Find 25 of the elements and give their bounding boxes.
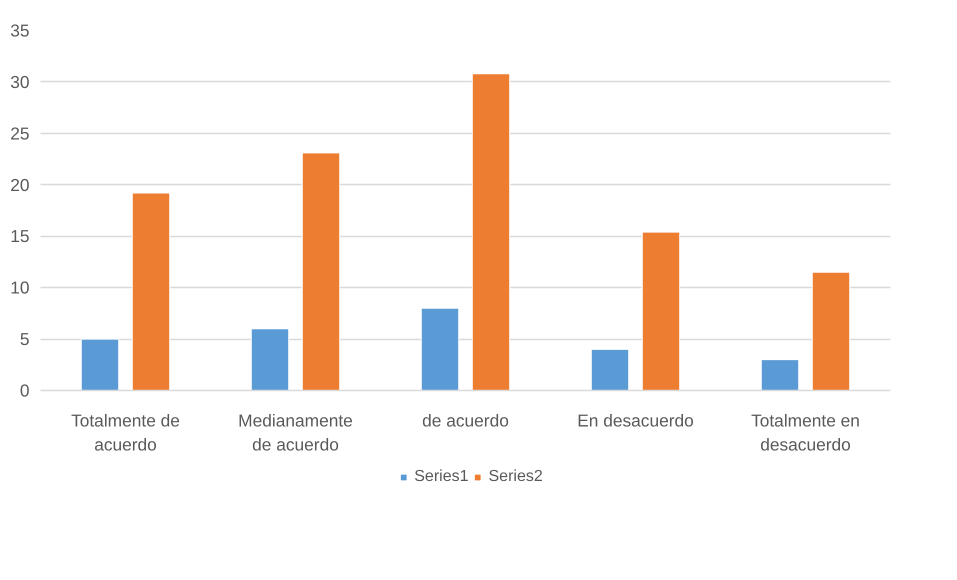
bar [642,232,680,390]
legend-label: Series1 [414,468,468,486]
bar [250,328,290,390]
x-tick-label: Totalmente en desacuerdo [751,410,860,454]
x-tick-label: de acuerdo [422,410,509,430]
bar [302,152,340,390]
bar [132,192,170,390]
bar [812,272,850,390]
y-tick-label: 0 [20,380,30,400]
bar [590,348,630,390]
x-tick-label: Medianamente de acuerdo [238,410,353,454]
bar [760,359,800,390]
y-tick-label: 20 [10,174,30,195]
y-tick-label: 25 [10,123,30,144]
legend-label: Series2 [488,468,543,486]
bar [472,73,510,390]
y-tick-label: 15 [10,226,30,246]
y-tick-label: 30 [10,72,30,92]
x-tick-label: Totalmente de acuerdo [71,410,180,454]
bar [80,338,120,390]
x-tick-label: En desacuerdo [577,410,694,430]
y-tick-label: 5 [20,329,30,350]
y-tick-label: 35 [10,20,30,40]
bar [420,308,460,390]
y-tick-label: 10 [10,278,30,298]
